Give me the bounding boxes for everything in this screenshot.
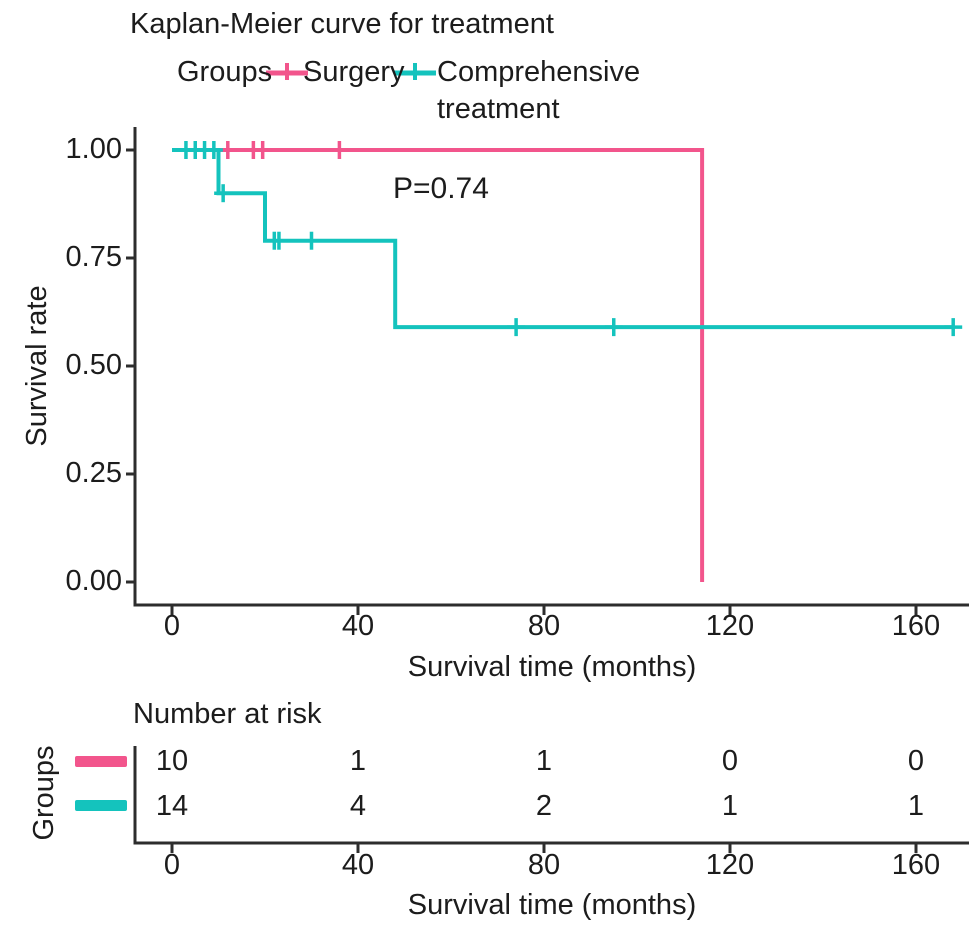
x-axis-title: Survival time (months) [407,651,697,683]
risk-x-tick-label: 80 [527,849,561,881]
legend-label-comprehensive-line2: treatment [437,93,560,125]
risk-count-surgery: 0 [721,745,739,777]
chart-title: Kaplan-Meier curve for treatment [130,8,554,40]
risk-count-comprehensive: 1 [907,790,925,822]
risk-x-tick-label: 160 [891,849,941,881]
risk-x-tick-label: 0 [163,849,181,881]
x-tick-label: 80 [527,610,561,642]
x-tick-label: 0 [163,610,181,642]
surgery-curve [172,148,705,582]
legend-title: Groups [177,56,273,88]
y-tick-label: 1.00 [65,133,122,166]
risk-table-y-axis-title: Groups [28,745,61,841]
legend-label-comprehensive-line1: Comprehensive [437,56,641,88]
risk-count-surgery: 1 [535,745,553,777]
x-tick-label: 160 [891,610,941,642]
risk-count-comprehensive: 2 [535,790,553,822]
risk-count-surgery: 0 [907,745,925,777]
risk-count-comprehensive: 14 [155,790,189,822]
risk-count-surgery: 10 [155,745,189,777]
risk-row-swatch-comprehensive [75,800,127,811]
risk-x-tick-label: 40 [341,849,375,881]
risk-x-tick-label: 120 [705,849,755,881]
p-value-annotation: P=0.74 [393,172,489,205]
risk-count-comprehensive: 4 [349,790,367,822]
legend-label-surgery: Surgery [303,56,405,88]
y-tick-label: 0.00 [65,565,122,598]
x-tick-label: 40 [341,610,375,642]
y-tick-label: 0.25 [65,457,122,490]
y-tick-label: 0.75 [65,241,122,274]
risk-count-surgery: 1 [349,745,367,777]
risk-count-comprehensive: 1 [721,790,739,822]
x-tick-label: 120 [705,610,755,642]
risk-row-swatch-surgery [75,756,127,767]
risk-table-title: Number at risk [133,698,322,730]
comprehensive-treatment-curve [172,148,954,330]
y-tick-label: 0.50 [65,349,122,382]
risk-x-axis-title: Survival time (months) [407,889,697,921]
